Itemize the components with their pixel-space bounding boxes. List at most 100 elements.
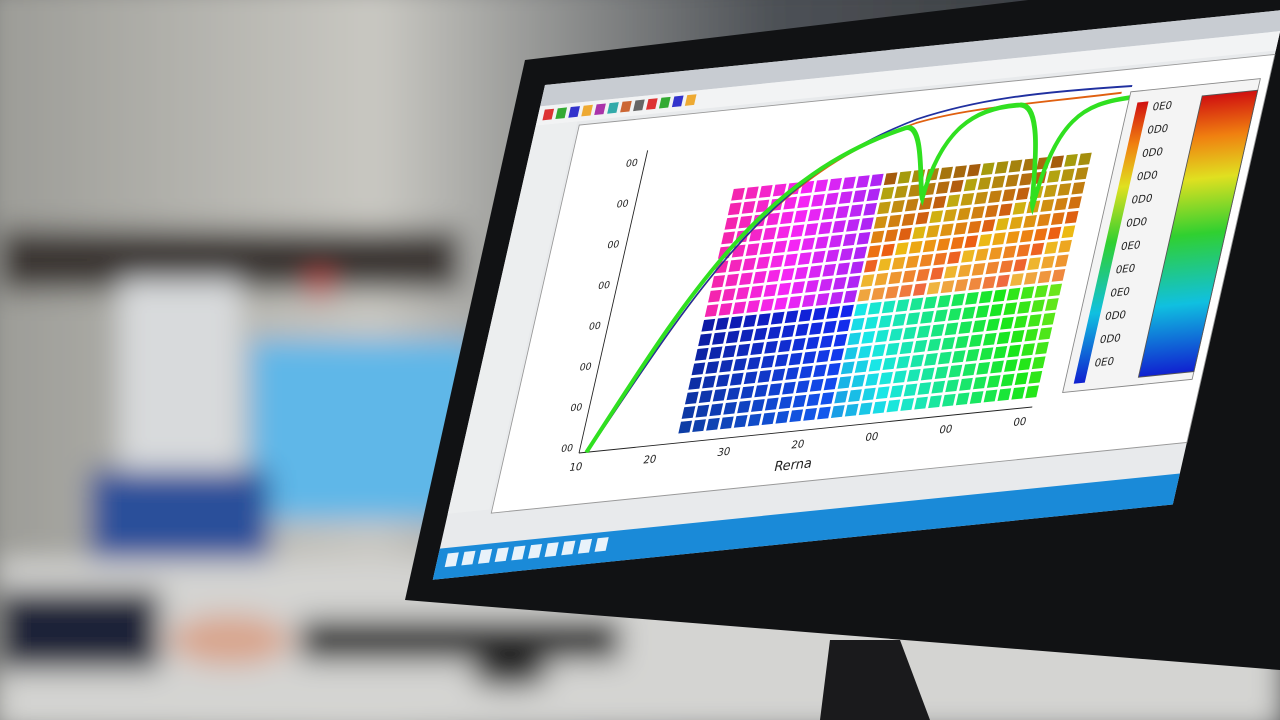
heat-cell [830,348,845,362]
heat-cell [930,267,944,280]
heat-cell [895,242,909,256]
taskbar-icon[interactable] [544,542,559,557]
heat-cell [1006,231,1020,244]
heat-cell [861,331,876,344]
heat-cell [826,362,841,376]
legend-label: 0D0 [1098,332,1122,346]
taskbar-icon[interactable] [444,552,459,568]
toolbar-icon[interactable] [555,107,568,120]
heat-cell [933,252,948,266]
heat-cell [820,392,835,405]
x-axis [578,406,1033,454]
heat-cell [1006,287,1021,301]
heat-cell [967,163,981,177]
heat-cell [869,173,884,187]
taskbar-icon[interactable] [494,547,509,563]
heat-cell [698,333,712,347]
heat-cell [1037,270,1052,284]
heat-cell [943,208,957,222]
toolbar-icon[interactable] [620,100,632,113]
heat-cell [951,293,965,307]
heat-cell [705,361,720,374]
legend-label: 0E0 [1109,286,1131,300]
heat-cell [767,326,782,340]
heat-cell [1071,181,1086,195]
legend-label: 0D0 [1125,216,1149,230]
toolbar-icon[interactable] [684,94,697,106]
toolbar-icon[interactable] [542,108,555,121]
heat-cell [858,345,872,359]
heat-cell [688,377,702,390]
heat-cell [991,175,1006,189]
taskbar-icon[interactable] [577,538,593,554]
taskbar-icon[interactable] [594,537,609,552]
heat-cell [891,200,905,213]
heat-cell [1044,241,1059,255]
heat-cell [924,353,938,366]
heat-cell [929,210,944,224]
heat-cell [778,396,793,410]
heat-cell [715,317,730,331]
toolbar-icon[interactable] [671,95,684,108]
heat-cell [838,191,853,204]
heat-cell [875,386,890,400]
heat-cell [790,224,805,238]
heat-cell [795,380,810,394]
heat-cell [823,377,838,391]
heat-cell [1009,216,1024,230]
heat-cell [1037,213,1051,227]
heat-cell [882,357,897,371]
heat-cell [982,276,996,289]
heat-cell [1023,215,1037,228]
heat-cell [970,206,985,219]
heat-cell [751,399,765,412]
heat-cell [977,177,992,190]
heat-cell [883,172,898,186]
heat-cell [755,199,770,213]
heat-cell [1043,184,1058,198]
heat-cell [850,261,864,274]
heat-cell [901,213,916,226]
heat-cell [760,355,775,369]
x-tick-label: 10 [568,461,584,474]
heat-cell [797,195,811,209]
heat-cell [912,226,926,240]
heat-cell [984,204,999,218]
heat-cell [747,356,761,370]
heat-cell [920,310,934,324]
taskbar-icon[interactable] [511,545,526,561]
heat-cell [817,406,831,420]
heat-cell [894,185,909,199]
toolbar-icon[interactable] [581,104,593,117]
taskbar-icon[interactable] [527,543,543,559]
heat-cell [1008,159,1023,173]
toolbar-icon[interactable] [646,98,658,110]
taskbar-icon[interactable] [561,540,576,556]
taskbar-icon[interactable] [477,549,493,564]
heat-cell [844,346,858,360]
heat-cell [960,193,975,206]
heat-cell [999,260,1014,273]
heat-cell [768,383,782,396]
heat-cell [770,254,784,268]
taskbar-icon[interactable] [461,550,476,566]
heat-cell [729,316,743,329]
toolbar-icon[interactable] [658,96,671,109]
heat-cell [772,183,787,197]
toolbar-icon[interactable] [607,102,619,114]
toolbar-icon[interactable] [633,99,645,112]
toolbar-icon[interactable] [568,106,580,118]
toolbar-icon[interactable] [594,103,606,116]
heat-cell [877,201,891,215]
heat-cell [950,236,965,250]
heat-cell [917,382,932,395]
heat-cell [819,335,834,349]
heat-cell [721,231,735,245]
heat-cell [1015,187,1030,201]
heat-cell [777,282,792,296]
heat-cell [866,188,881,202]
heat-cell [964,235,979,249]
heat-cell [953,222,968,235]
heat-cell [858,402,873,416]
heat-cell [941,337,956,350]
